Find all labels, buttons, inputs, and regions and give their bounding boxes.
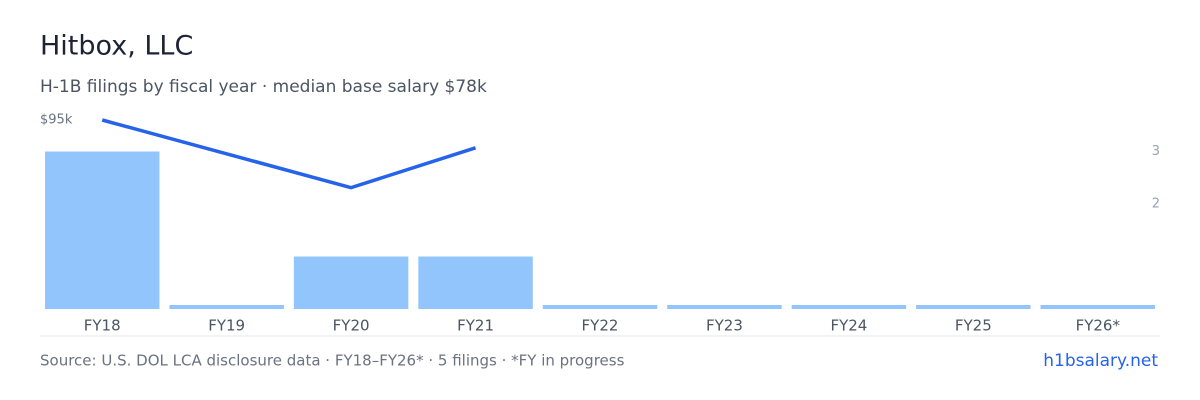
source-note: Source: U.S. DOL LCA disclosure data · F… (40, 352, 625, 370)
y2-tick-label: 2 (1152, 197, 1160, 212)
x-tick-label: FY22 (582, 317, 619, 335)
y2-tick-label: 3 (1152, 144, 1160, 159)
chart-title: Hitbox, LLC (40, 31, 193, 62)
x-tick-label: FY25 (955, 317, 992, 335)
bar (916, 305, 1031, 309)
x-tick-label: FY23 (706, 317, 743, 335)
bar (293, 256, 409, 309)
bar (169, 305, 284, 309)
x-tick-label: FY21 (457, 317, 494, 335)
x-tick-label: FY18 (84, 317, 121, 335)
bar (1040, 305, 1156, 309)
x-tick-label: FY26* (1076, 317, 1121, 335)
salary-line (101, 118, 477, 190)
bar (418, 256, 533, 309)
x-tick-label: FY24 (830, 317, 867, 335)
bar (542, 305, 658, 309)
brand-link[interactable]: h1bsalary.net (1043, 351, 1158, 371)
bar (44, 151, 160, 309)
x-tick-label: FY19 (208, 317, 245, 335)
x-tick-label: FY20 (333, 317, 370, 335)
y-tick-label: $95k (40, 113, 73, 128)
bar (667, 305, 782, 309)
chart-subtitle: H-1B filings by fiscal year · median bas… (40, 77, 487, 97)
bar (791, 305, 907, 309)
